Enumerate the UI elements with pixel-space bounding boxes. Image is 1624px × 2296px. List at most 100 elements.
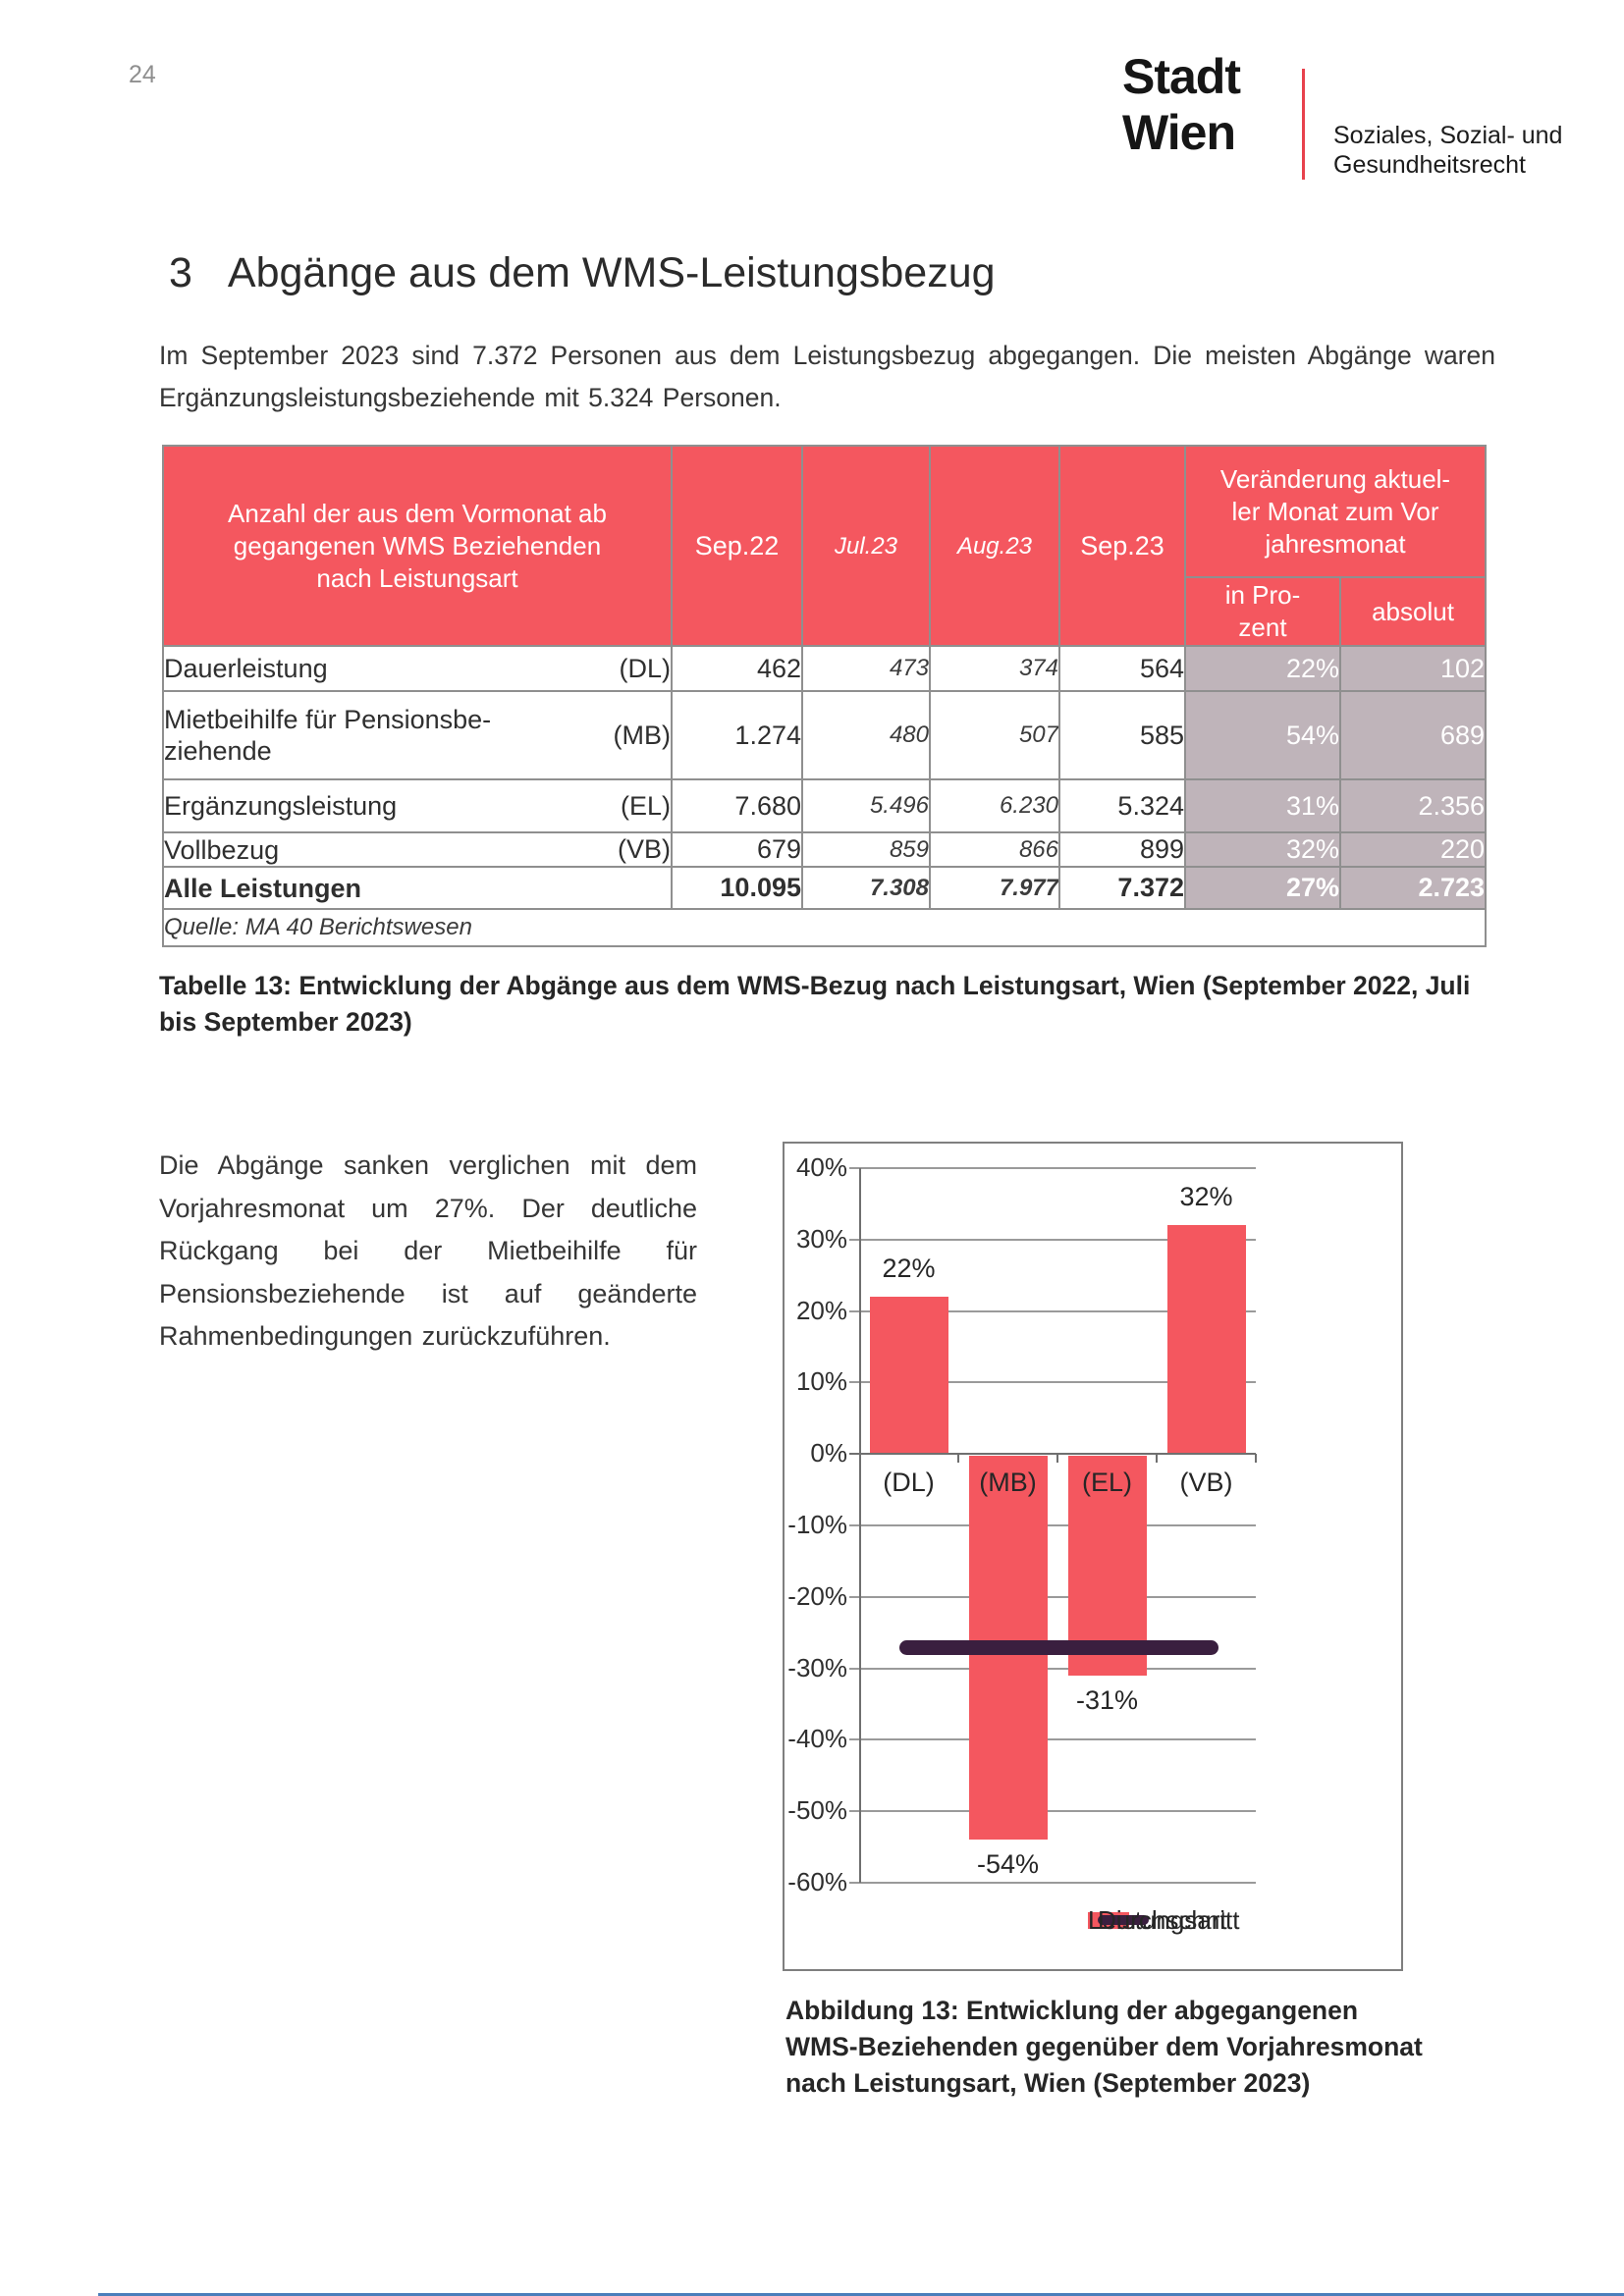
- y-tick-label: 0%: [810, 1438, 847, 1468]
- cell-sep22: 10.095: [671, 866, 803, 910]
- y-tick-label: -10%: [787, 1510, 847, 1539]
- cell-sep22: 679: [671, 831, 803, 868]
- col-header-jul23: Jul.23: [801, 445, 931, 647]
- row-label: Alle Leistungen: [164, 873, 362, 903]
- table-source-row: Quelle: MA 40 Berichtswesen: [161, 908, 1488, 947]
- cell-sep22: 7.680: [671, 778, 803, 833]
- col-header-change-group: Veränderung aktuel- ler Monat zum Vor ja…: [1183, 445, 1488, 578]
- cell-sep23: 5.324: [1058, 778, 1186, 833]
- cell-absolut: 2.723: [1338, 866, 1488, 910]
- y-tick-label: -50%: [787, 1795, 847, 1826]
- table-row: Mietbeihilfe für Pensionsbe- ziehende (M…: [162, 690, 1488, 780]
- chart-bar-(VB): [1166, 1225, 1246, 1455]
- cell-sep23: 7.372: [1058, 866, 1186, 910]
- logo-divider: [1302, 69, 1305, 180]
- cell-aug23: 866: [929, 831, 1060, 868]
- row-abbr: (VB): [618, 834, 671, 864]
- y-tick-label: 40%: [795, 1152, 847, 1182]
- row-label: Dauerleistung: [164, 654, 328, 683]
- bar-value-label: 22%: [882, 1254, 936, 1284]
- x-axis-tick: [1255, 1454, 1257, 1464]
- bar-chart: 40% 30% 20% 10% 0% -10% -20% -30% -40% -50% -60% (D…: [783, 1142, 1403, 1971]
- gridline: [849, 1882, 1256, 1884]
- cell-aug23: 507: [929, 690, 1060, 780]
- average-line: [898, 1639, 1218, 1655]
- logo-department: Soziales, Sozial- und Gesundheitsrecht: [1333, 122, 1563, 179]
- cell-absolut: 689: [1338, 690, 1488, 780]
- table-row: Ergänzungsleistung (EL) 7.680 5.496 6.23…: [162, 778, 1488, 833]
- cell-aug23: 7.977: [929, 866, 1060, 910]
- section-number: 3: [169, 249, 192, 296]
- gridline: [849, 1238, 1256, 1241]
- x-axis-tick: [1156, 1454, 1158, 1464]
- table-caption: Tabelle 13: Entwicklung der Abgänge aus …: [159, 971, 1471, 1037]
- cell-absolut: 102: [1338, 645, 1488, 692]
- cell-jul23: 7.308: [801, 866, 931, 910]
- bar-value-label: 32%: [1179, 1182, 1233, 1212]
- gridline: [849, 1524, 1256, 1526]
- cell-jul23: 473: [801, 645, 931, 692]
- row-abbr: (DL): [619, 653, 671, 683]
- cell-absolut: 2.356: [1338, 778, 1488, 833]
- y-tick-label: -30%: [787, 1652, 847, 1682]
- page-number: 24: [129, 61, 156, 88]
- bar-value-label: -31%: [1075, 1684, 1139, 1715]
- bar-value-label: -54%: [976, 1849, 1040, 1880]
- col-header-sep23: Sep.23: [1058, 445, 1186, 647]
- chart-bar-(EL): [1067, 1456, 1147, 1676]
- legend-label: Durchschnitt: [1098, 1904, 1240, 1935]
- row-label: Ergänzungsleistung: [164, 791, 398, 821]
- gridline: [849, 1738, 1256, 1741]
- legend-line-swatch: [1098, 1915, 1149, 1925]
- table-header-label: Anzahl der aus dem Vormonat ab gegangene…: [162, 445, 673, 647]
- cell-percent: 54%: [1184, 690, 1341, 780]
- gridline: [849, 1167, 1256, 1169]
- col-header-absolut: absolut: [1338, 576, 1488, 647]
- gridline: [849, 1667, 1256, 1670]
- y-tick-label: -20%: [787, 1580, 847, 1611]
- cell-percent: 32%: [1184, 831, 1341, 868]
- cell-percent: 22%: [1184, 645, 1341, 692]
- body-paragraph: Die Abgänge sanken verglichen mit dem Vo…: [159, 1150, 697, 1351]
- cell-sep23: 899: [1058, 831, 1186, 868]
- cell-sep23: 564: [1058, 645, 1186, 692]
- cell-aug23: 6.230: [929, 778, 1060, 833]
- col-header-percent: in Pro- zent: [1184, 576, 1341, 647]
- y-tick-label: -40%: [787, 1724, 847, 1754]
- table-13: Anzahl der aus dem Vormonat ab gegangene…: [161, 445, 1488, 947]
- x-category-label: (DL): [883, 1468, 935, 1498]
- table-row-total: Alle Leistungen 10.095 7.308 7.977 7.372…: [162, 866, 1488, 910]
- y-tick-label: -60%: [787, 1867, 847, 1896]
- figure-caption: Abbildung 13: Entwicklung der abgegangen…: [785, 1996, 1423, 2098]
- table-row: Vollbezug (VB) 679 859 866 899 32% 220: [162, 831, 1488, 868]
- cell-aug23: 374: [929, 645, 1060, 692]
- stadt-wien-logo: Stadt Wien: [1122, 49, 1241, 160]
- table-source: Quelle: MA 40 Berichtswesen: [161, 908, 1488, 947]
- cell-absolut: 220: [1338, 831, 1488, 868]
- row-abbr: (EL): [620, 790, 671, 821]
- chart-legend: Leistungsart Durchschnitt: [785, 1897, 1401, 1943]
- cell-jul23: 480: [801, 690, 931, 780]
- row-abbr: (MB): [613, 720, 671, 750]
- row-label: Mietbeihilfe für Pensionsbe- ziehende: [164, 705, 492, 766]
- x-axis-tick: [957, 1454, 959, 1464]
- cell-percent: 31%: [1184, 778, 1341, 833]
- chart-bar-(DL): [869, 1297, 948, 1455]
- y-axis-line: [859, 1168, 861, 1883]
- x-category-label: (MB): [979, 1468, 1037, 1498]
- x-axis-line: [849, 1453, 1256, 1456]
- x-category-label: (EL): [1081, 1468, 1132, 1498]
- cell-jul23: 859: [801, 831, 931, 868]
- table-row: Dauerleistung (DL) 462 473 374 564 22% 1…: [162, 645, 1488, 692]
- x-axis-tick: [1056, 1454, 1058, 1464]
- cell-percent: 27%: [1184, 866, 1341, 910]
- gridline: [849, 1381, 1256, 1384]
- gridline: [849, 1595, 1256, 1598]
- section-title: Abgänge aus dem WMS-Leistungsbezug: [227, 249, 996, 296]
- cell-sep22: 1.274: [671, 690, 803, 780]
- cell-sep22: 462: [671, 645, 803, 692]
- gridline: [849, 1810, 1256, 1813]
- y-tick-label: 10%: [795, 1366, 847, 1397]
- intro-paragraph: Im September 2023 sind 7.372 Personen au…: [159, 341, 1495, 412]
